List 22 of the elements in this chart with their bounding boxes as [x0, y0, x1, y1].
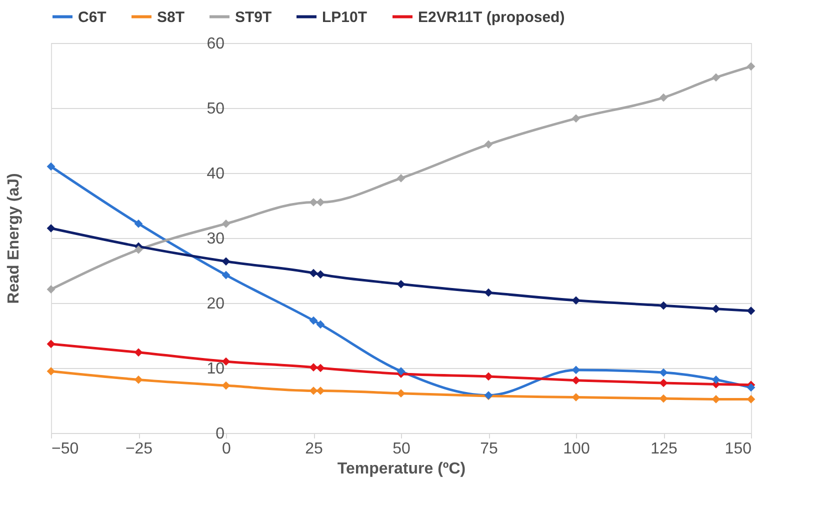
y-tick-label: 50 [206, 100, 225, 118]
y-tick-label: 10 [206, 360, 225, 378]
legend-label: S8T [157, 8, 185, 26]
x-tick-label: 25 [305, 440, 323, 458]
legend-label: LP10T [322, 8, 368, 26]
y-tick-label: 30 [206, 230, 225, 248]
y-tick-label: 60 [206, 36, 225, 52]
x-tick-label: 50 [392, 440, 410, 458]
x-tick-label: 75 [480, 440, 498, 458]
legend-label: C6T [78, 8, 106, 26]
x-tick-label: 150 [724, 440, 752, 458]
y-axis-title: Read Energy (aJ) [6, 173, 22, 304]
legend-label: E2VR11T (proposed) [418, 8, 565, 26]
x-tick-label: 125 [650, 440, 678, 458]
x-tick-label: −50 [52, 440, 79, 458]
x-axis-title: Temperature (ºC) [337, 460, 466, 478]
x-tick-label: 100 [563, 440, 590, 458]
y-tick-label: 40 [206, 166, 225, 182]
y-tick-label: 20 [206, 296, 225, 312]
x-tick-label: −25 [125, 440, 153, 458]
legend-label: ST9T [235, 8, 272, 26]
y-tick-label: 0 [216, 426, 225, 442]
